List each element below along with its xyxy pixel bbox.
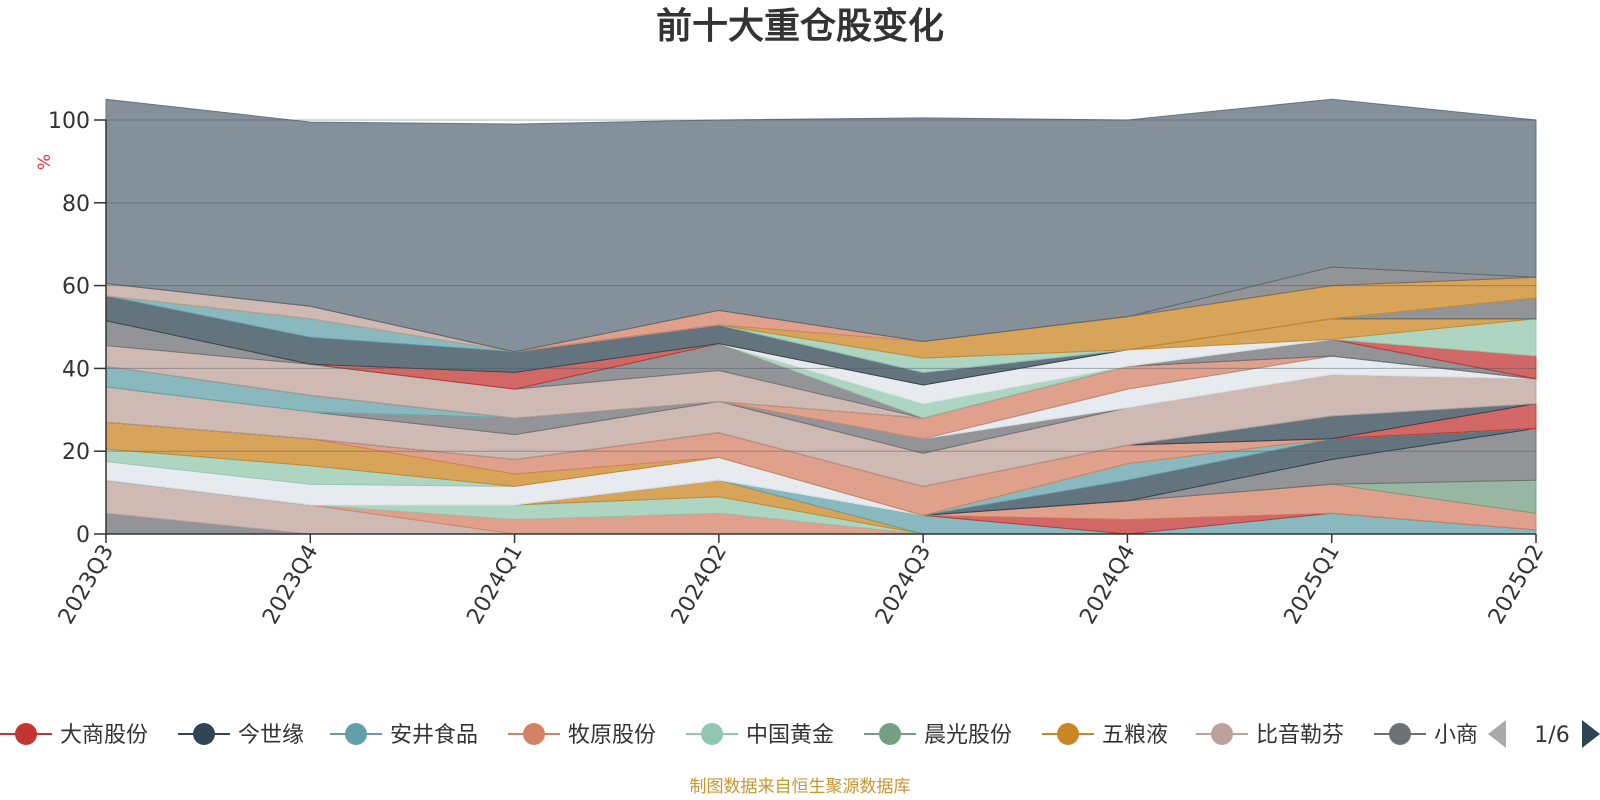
circle-line-icon	[701, 723, 723, 745]
legend-label: 比音勒芬	[1256, 723, 1344, 748]
legend-label: 大商股份	[60, 723, 148, 748]
y-tick-label-1: 20	[62, 440, 90, 465]
x-tick-label-2: 2024Q1	[462, 541, 527, 629]
legend-label: 小商品城	[1434, 723, 1522, 748]
y-tick-label-5: 100	[48, 109, 90, 134]
chart-title: 前十大重仓股变化	[655, 6, 944, 47]
y-tick-label-3: 60	[62, 275, 90, 300]
area-series-38	[105, 98, 1537, 353]
circle-line-icon	[1389, 723, 1411, 745]
circle-line-icon	[1211, 723, 1233, 745]
y-tick-label-4: 80	[62, 192, 90, 217]
legend-item-5[interactable]: 晨光股份	[864, 723, 1012, 748]
circle-line-icon	[345, 723, 367, 745]
triangle-left-icon[interactable]	[1488, 720, 1506, 748]
legend-page-indicator: 1/6	[1534, 723, 1569, 748]
legend-item-4[interactable]: 中国黄金	[686, 723, 834, 748]
circle-line-icon	[879, 723, 901, 745]
x-tick-label-3: 2024Q2	[667, 541, 732, 629]
legend-label: 安井食品	[390, 723, 478, 748]
triangle-right-icon[interactable]	[1582, 720, 1600, 748]
legend-item-8[interactable]: 小商品城	[1374, 723, 1522, 748]
legend-label: 晨光股份	[924, 723, 1012, 748]
legend-item-6[interactable]: 五粮液	[1042, 723, 1168, 748]
x-tick-label-6: 2025Q1	[1280, 541, 1345, 629]
area-layers	[105, 98, 1537, 535]
x-tick-label-7: 2025Q2	[1484, 541, 1549, 629]
legend-label: 牧原股份	[568, 723, 656, 748]
y-tick-label-2: 40	[62, 357, 90, 382]
legend-item-3[interactable]: 牧原股份	[508, 723, 656, 748]
legend-label: 五粮液	[1102, 723, 1168, 748]
x-tick-label-4: 2024Q3	[871, 541, 936, 629]
circle-line-icon	[15, 723, 37, 745]
circle-line-icon	[193, 723, 215, 745]
legend-item-2[interactable]: 安井食品	[330, 723, 478, 748]
legend-item-1[interactable]: 今世缘	[178, 723, 304, 748]
y-tick-label-0: 0	[76, 523, 90, 548]
circle-line-icon	[1057, 723, 1079, 745]
legend-item-0[interactable]: 大商股份	[0, 723, 148, 748]
x-tick-label-1: 2023Q4	[258, 541, 323, 629]
x-tick-label-0: 2023Q3	[54, 541, 119, 629]
legend-label: 中国黄金	[746, 723, 834, 748]
y-axis-label: %	[35, 154, 55, 170]
legend-items: 大商股份 今世缘 安井食品 牧原股份 中国黄金 晨光股份 五粮液 比音勒芬 小商品城	[0, 723, 1522, 748]
grid-lines	[106, 119, 1536, 452]
legend-item-7[interactable]: 比音勒芬	[1196, 723, 1344, 748]
x-tick-label-5: 2024Q4	[1075, 541, 1140, 629]
circle-line-icon	[523, 723, 545, 745]
legend: 大商股份 今世缘 安井食品 牧原股份 中国黄金 晨光股份 五粮液 比音勒芬 小商品城 1/6	[0, 720, 1600, 748]
legend-label: 今世缘	[238, 723, 304, 748]
source-note: 制图数据来自恒生聚源数据库	[689, 777, 911, 797]
